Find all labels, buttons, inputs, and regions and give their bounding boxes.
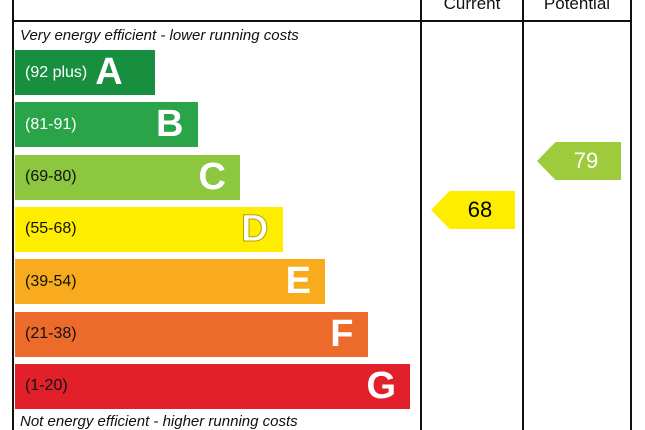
band-range: (21-38): [25, 325, 77, 342]
band-letter: G: [366, 364, 396, 407]
band-range: (55-68): [25, 220, 77, 238]
current-rating-value: 68: [467, 197, 493, 222]
band-a: (92 plus) A: [15, 50, 155, 95]
band-range: (81-91): [25, 115, 77, 133]
current-column-divider: [420, 0, 422, 430]
potential-rating-arrow: 79: [537, 142, 621, 180]
column-header-potential: Potential: [543, 0, 611, 13]
band-d: (55-68) D: [15, 206, 283, 252]
bottom-note: Not energy efficient - higher running co…: [20, 413, 298, 430]
header-divider: [12, 20, 632, 22]
band-range: (92 plus): [25, 63, 88, 81]
right-border: [630, 0, 632, 430]
band-b: (81-91) B: [15, 102, 198, 148]
band-letter: F: [330, 312, 354, 355]
band-letter: C: [198, 155, 226, 198]
band-letter: D: [241, 207, 269, 250]
band-g: (1-20) G: [15, 363, 410, 409]
left-border: [12, 0, 14, 430]
band-range: (39-54): [25, 272, 77, 290]
current-rating-arrow: 68: [431, 191, 515, 229]
band-letter: A: [95, 51, 123, 93]
band-range: (1-20): [25, 377, 68, 395]
potential-rating-value: 79: [573, 148, 599, 173]
band-e: (39-54) E: [15, 259, 325, 305]
band-range: (69-80): [25, 168, 77, 186]
band-f: (21-38) F: [15, 311, 368, 357]
band-c: (69-80) C: [15, 154, 240, 200]
band-letter: B: [156, 103, 184, 146]
potential-column-divider: [522, 0, 524, 430]
top-note: Very energy efficient - lower running co…: [20, 27, 299, 44]
column-header-current: Current: [443, 0, 501, 13]
band-letter: E: [285, 260, 311, 303]
